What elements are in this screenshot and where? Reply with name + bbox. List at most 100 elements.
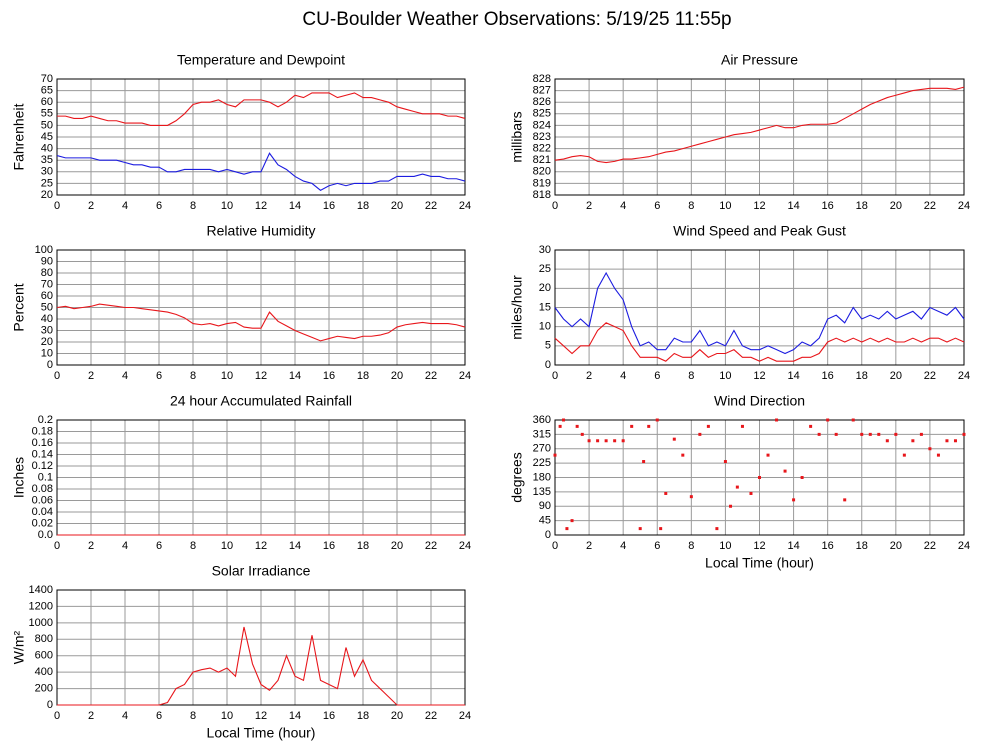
y-tick-label: 0.06 xyxy=(32,494,53,506)
y-tick-label: 0 xyxy=(545,529,551,541)
chart-title: Wind Speed and Peak Gust xyxy=(673,223,846,239)
x-tick-label: 12 xyxy=(753,200,765,212)
chart-title: Temperature and Dewpoint xyxy=(177,52,345,68)
x-tick-label: 6 xyxy=(654,200,660,212)
x-tick-label: 6 xyxy=(156,200,162,212)
y-tick-label: 0 xyxy=(47,359,53,371)
chart-title: Relative Humidity xyxy=(207,223,316,239)
y-tick-label: 200 xyxy=(35,682,53,694)
y-tick-label: 30 xyxy=(539,244,551,256)
data-point xyxy=(723,460,727,464)
x-tick-label: 22 xyxy=(425,200,437,212)
data-point xyxy=(919,432,923,436)
data-point xyxy=(715,527,719,531)
x-tick-label: 4 xyxy=(122,540,128,552)
y-tick-label: 90 xyxy=(41,255,53,267)
y-tick-label: 0.02 xyxy=(32,517,53,529)
x-tick-label: 14 xyxy=(289,710,301,722)
x-tick-label: 18 xyxy=(856,540,868,552)
y-tick-label: 1000 xyxy=(29,617,53,629)
y-tick-label: 1400 xyxy=(29,584,53,596)
y-tick-label: 30 xyxy=(41,166,53,178)
x-tick-label: 6 xyxy=(654,540,660,552)
data-point xyxy=(783,469,787,473)
x-tick-label: 0 xyxy=(54,200,60,212)
y-tick-label: 828 xyxy=(533,73,551,85)
y-tick-label: 20 xyxy=(41,189,53,201)
x-tick-label: 24 xyxy=(459,200,471,212)
data-point xyxy=(809,424,813,428)
x-tick-label: 2 xyxy=(88,710,94,722)
x-tick-label: 18 xyxy=(357,370,369,382)
x-tick-label: 24 xyxy=(958,540,970,552)
data-point xyxy=(642,460,646,464)
x-tick-label: 18 xyxy=(357,540,369,552)
x-tick-label: 4 xyxy=(620,540,626,552)
y-tick-label: 827 xyxy=(533,85,551,97)
y-tick-label: 0.0 xyxy=(38,529,53,541)
x-tick-label: 10 xyxy=(719,370,731,382)
x-tick-label: 24 xyxy=(459,540,471,552)
x-tick-label: 0 xyxy=(552,370,558,382)
x-tick-label: 20 xyxy=(391,540,403,552)
chart-title: 24 hour Accumulated Rainfall xyxy=(170,393,352,409)
x-tick-label: 8 xyxy=(688,540,694,552)
x-tick-label: 16 xyxy=(822,370,834,382)
y-tick-label: 315 xyxy=(533,428,551,440)
x-tick-label: 4 xyxy=(620,200,626,212)
data-line xyxy=(56,303,466,342)
y-tick-label: 35 xyxy=(41,154,53,166)
data-point xyxy=(659,527,663,531)
data-point xyxy=(565,527,569,531)
x-tick-label: 8 xyxy=(688,370,694,382)
y-tick-label: 823 xyxy=(533,131,551,143)
y-tick-label: 600 xyxy=(35,650,53,662)
x-tick-label: 22 xyxy=(425,370,437,382)
y-tick-label: 40 xyxy=(41,313,53,325)
y-tick-label: 0.08 xyxy=(32,483,53,495)
data-point xyxy=(596,439,600,443)
data-line xyxy=(57,92,466,126)
x-tick-label: 20 xyxy=(890,540,902,552)
chart-title: Air Pressure xyxy=(721,52,798,68)
x-tick-label: 20 xyxy=(391,370,403,382)
data-point xyxy=(706,424,710,428)
x-axis-label: Local Time (hour) xyxy=(207,725,316,741)
y-tick-label: 55 xyxy=(41,108,53,120)
data-point xyxy=(562,418,566,422)
y-tick-label: 0.14 xyxy=(32,448,53,460)
y-tick-label: 135 xyxy=(533,486,551,498)
x-tick-label: 18 xyxy=(856,370,868,382)
data-point xyxy=(604,439,608,443)
y-tick-label: 820 xyxy=(533,166,551,178)
data-point xyxy=(689,495,693,499)
x-tick-label: 20 xyxy=(890,370,902,382)
chart-title: Wind Direction xyxy=(714,393,805,409)
x-tick-label: 8 xyxy=(190,710,196,722)
y-tick-label: 45 xyxy=(41,131,53,143)
x-tick-label: 2 xyxy=(586,370,592,382)
x-tick-label: 10 xyxy=(221,710,233,722)
y-axis-label: miles/hour xyxy=(509,275,525,340)
x-tick-label: 6 xyxy=(156,540,162,552)
data-point xyxy=(570,519,574,523)
y-tick-label: 825 xyxy=(533,108,551,120)
y-tick-label: 0.12 xyxy=(32,460,53,472)
x-tick-label: 12 xyxy=(255,540,267,552)
plot-frame xyxy=(56,589,466,706)
y-tick-label: 819 xyxy=(533,177,551,189)
x-tick-label: 2 xyxy=(88,200,94,212)
y-tick-label: 826 xyxy=(533,96,551,108)
data-point xyxy=(647,424,651,428)
x-tick-label: 18 xyxy=(856,200,868,212)
data-point xyxy=(766,453,770,457)
y-tick-label: 45 xyxy=(539,515,551,527)
x-tick-label: 0 xyxy=(552,200,558,212)
data-point xyxy=(630,424,634,428)
x-tick-label: 14 xyxy=(289,540,301,552)
x-tick-label: 6 xyxy=(156,710,162,722)
data-point xyxy=(664,491,668,495)
x-tick-label: 12 xyxy=(255,370,267,382)
x-tick-label: 24 xyxy=(958,370,970,382)
data-point xyxy=(740,424,744,428)
